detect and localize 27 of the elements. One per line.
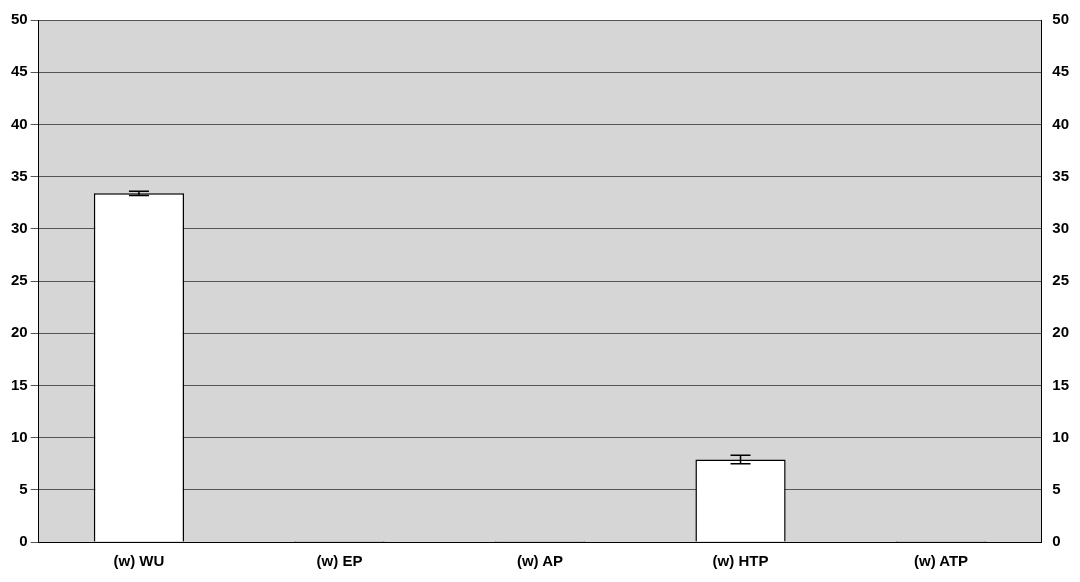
- y2-tick-label: 35: [1052, 166, 1069, 184]
- y2-tick-label: 25: [1052, 271, 1069, 289]
- y-tick-label: 25: [11, 271, 28, 289]
- y2-tick-label: 45: [1052, 62, 1069, 80]
- x-tick-label: (w) ATP: [913, 552, 969, 570]
- y2-tick-label: 10: [1052, 427, 1069, 445]
- y2-tick-label: 30: [1052, 218, 1069, 236]
- y2-tick-label: 40: [1052, 114, 1069, 132]
- y-tick-label: 40: [11, 114, 28, 132]
- y-tick-label: 30: [11, 218, 28, 236]
- y2-tick-label: 0: [1052, 532, 1061, 550]
- x-tick-label: (w) WU: [113, 552, 165, 570]
- y-tick-label: 35: [11, 166, 28, 184]
- y-tick-label: 15: [11, 375, 28, 393]
- y-tick-label: 10: [11, 427, 28, 445]
- y2-tick-label: 15: [1052, 375, 1069, 393]
- y2-tick-label: 50: [1052, 10, 1069, 28]
- x-tick-label: (w) AP: [516, 552, 564, 570]
- y-tick-label: 0: [19, 532, 28, 550]
- y-tick-label: 45: [11, 62, 28, 80]
- x-tick-label: (w) EP: [316, 552, 363, 570]
- y2-tick-label: 5: [1052, 479, 1061, 497]
- y-tick-label: 20: [11, 323, 28, 341]
- y2-tick-label: 20: [1052, 323, 1069, 341]
- x-tick-label: (w) HTP: [712, 552, 769, 570]
- y-tick-label: 5: [19, 479, 28, 497]
- y-tick-label: 50: [11, 10, 28, 28]
